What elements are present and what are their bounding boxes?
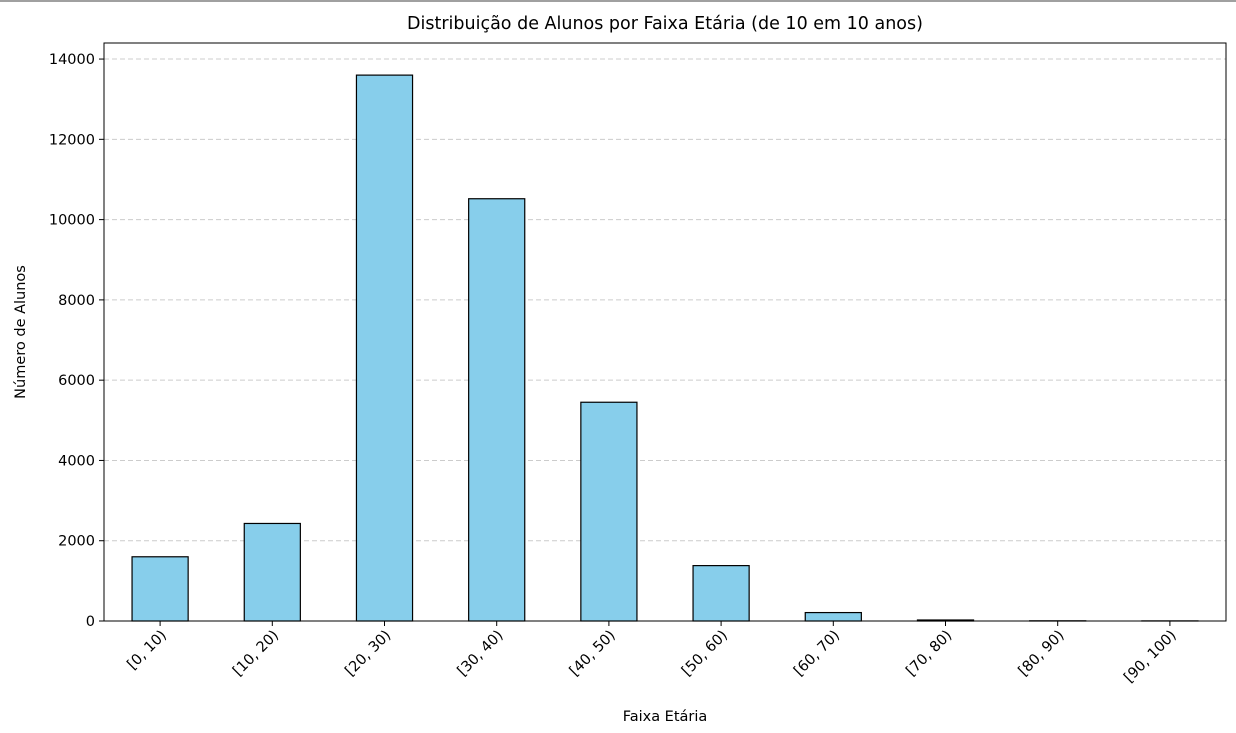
x-tick-label: [50, 60) (679, 628, 731, 680)
x-tick-label: [30, 40) (455, 628, 507, 680)
y-tick-label: 2000 (58, 534, 95, 550)
x-axis-title: Faixa Etária (623, 709, 708, 725)
y-tick-label: 0 (86, 614, 95, 630)
chart-title: Distribuição de Alunos por Faixa Etária … (407, 14, 923, 34)
bar (468, 198, 526, 622)
y-tick-label: 4000 (58, 453, 95, 469)
y-tick-label: 10000 (49, 213, 95, 229)
y-tick-label: 14000 (49, 52, 95, 68)
top-border (0, 0, 1236, 2)
y-axis-ticks: 0 2000 4000 6000 8000 10000 12000 14000 (49, 52, 104, 630)
plot-frame (103, 42, 1227, 622)
bar (131, 556, 189, 622)
x-tick-label: [90, 100) (1121, 628, 1179, 686)
y-axis-title: Número de Alunos (13, 265, 29, 399)
bar (243, 522, 301, 622)
y-tick-label: 12000 (49, 132, 95, 148)
x-axis-ticks: [0, 10) [10, 20) [20, 30) [30, 40) [40, 50) [… (125, 621, 1180, 686)
bar (355, 74, 414, 622)
x-tick-label: [20, 30) (342, 628, 394, 680)
x-tick-label: [80, 90) (1016, 628, 1068, 680)
y-tick-label: 8000 (58, 293, 95, 309)
bar (692, 565, 750, 622)
y-tick-label: 6000 (58, 373, 95, 389)
bar (580, 401, 638, 622)
x-tick-label: [70, 80) (903, 628, 955, 680)
bars (131, 74, 1199, 622)
bar (804, 611, 862, 622)
x-tick-label: [40, 50) (567, 628, 619, 680)
x-tick-label: [10, 20) (230, 628, 282, 680)
x-tick-label: [0, 10) (125, 628, 170, 673)
x-tick-label: [60, 70) (791, 628, 843, 680)
